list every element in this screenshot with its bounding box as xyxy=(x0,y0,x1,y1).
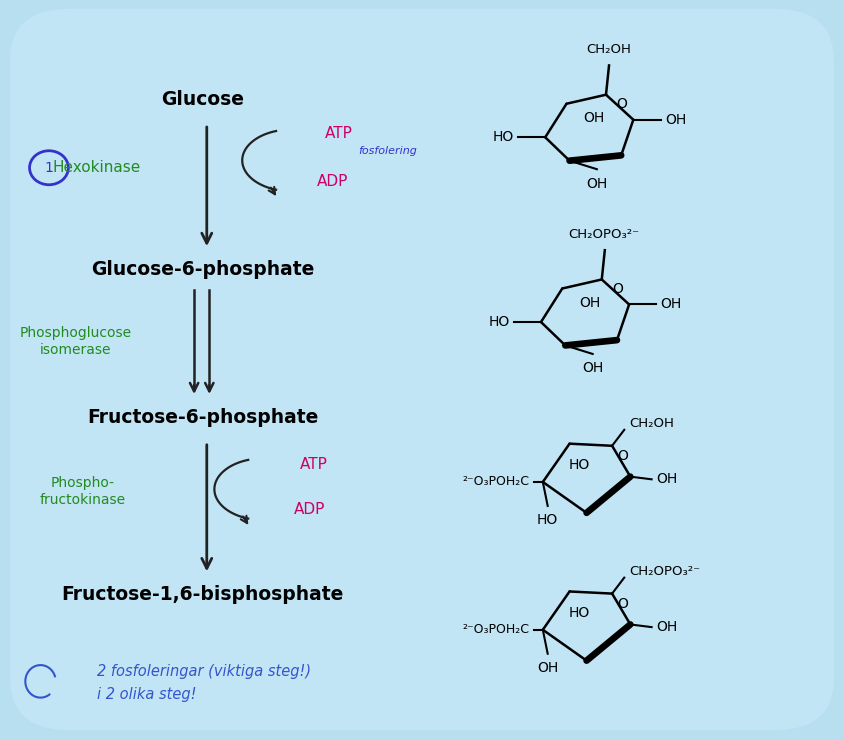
Text: Glucose: Glucose xyxy=(161,90,244,109)
Text: ADP: ADP xyxy=(294,503,325,517)
Text: HO: HO xyxy=(488,315,510,329)
Text: Phospho-
fructokinase: Phospho- fructokinase xyxy=(40,477,126,506)
Text: 2 fosfoleringar (viktiga steg!): 2 fosfoleringar (viktiga steg!) xyxy=(97,664,311,678)
Text: O: O xyxy=(613,282,624,296)
Text: O: O xyxy=(617,449,628,463)
Text: ²⁻O₃POH₂C: ²⁻O₃POH₂C xyxy=(463,475,529,488)
Text: CH₂OPO₃²⁻: CH₂OPO₃²⁻ xyxy=(569,228,640,241)
Text: O: O xyxy=(617,596,628,610)
FancyBboxPatch shape xyxy=(10,9,834,730)
Text: ADP: ADP xyxy=(316,174,348,188)
Text: OH: OH xyxy=(661,298,682,311)
Text: OH: OH xyxy=(587,177,608,191)
Text: HO: HO xyxy=(569,458,590,472)
Text: CH₂OPO₃²⁻: CH₂OPO₃²⁻ xyxy=(629,565,701,578)
Text: CH₂OH: CH₂OH xyxy=(629,417,674,430)
Text: Hexokinase: Hexokinase xyxy=(53,160,141,175)
Text: 1: 1 xyxy=(45,161,53,174)
Text: ATP: ATP xyxy=(300,457,327,471)
Text: ATP: ATP xyxy=(325,126,353,140)
Text: CH₂OH: CH₂OH xyxy=(586,44,630,56)
Text: HO: HO xyxy=(492,130,514,144)
Text: OH: OH xyxy=(537,661,559,675)
Text: OH: OH xyxy=(583,111,604,125)
Text: Phosphoglucose
isomerase: Phosphoglucose isomerase xyxy=(20,327,132,356)
Text: HO: HO xyxy=(537,513,559,527)
Text: OH: OH xyxy=(656,472,677,486)
Text: OH: OH xyxy=(579,296,600,310)
Text: OH: OH xyxy=(665,113,686,126)
Text: ²⁻O₃POH₂C: ²⁻O₃POH₂C xyxy=(463,623,529,636)
Text: Fructose-6-phosphate: Fructose-6-phosphate xyxy=(87,408,318,427)
Text: Fructose-1,6-bisphosphate: Fructose-1,6-bisphosphate xyxy=(62,585,344,605)
Text: fosfolering: fosfolering xyxy=(359,146,418,156)
Text: OH: OH xyxy=(582,361,603,375)
Text: Glucose-6-phosphate: Glucose-6-phosphate xyxy=(91,260,314,279)
Text: O: O xyxy=(617,97,628,111)
Text: OH: OH xyxy=(656,620,677,634)
Text: HO: HO xyxy=(569,606,590,620)
Text: i 2 olika steg!: i 2 olika steg! xyxy=(97,687,197,702)
